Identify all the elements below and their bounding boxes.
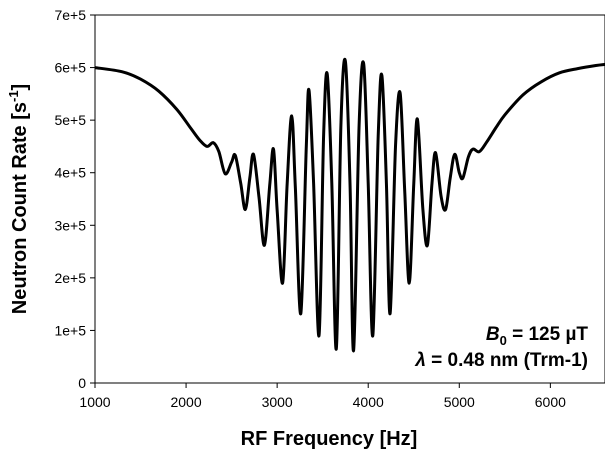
y-tick-label: 0 [78, 375, 86, 391]
annotation-wavelength-symbol: λ [414, 350, 426, 371]
y-tick-label: 2e+5 [54, 270, 86, 286]
annotation-field-value: = 125 µT [507, 324, 589, 345]
y-tick-label: 6e+5 [54, 60, 86, 76]
x-axis-title: RF Frequency [Hz] [241, 428, 418, 450]
x-tick-label: 5000 [444, 394, 475, 410]
x-tick-label: 1000 [79, 394, 110, 410]
y-tick-label: 1e+5 [54, 322, 86, 338]
x-tick-label: 3000 [262, 394, 293, 410]
annotation-field: B0 = 125 µT [486, 324, 589, 348]
y-tick-label: 4e+5 [54, 165, 86, 181]
x-tick-label: 4000 [353, 394, 384, 410]
series-line [94, 57, 605, 352]
y-axis-title-close: ] [9, 84, 31, 91]
x-tick-label: 2000 [170, 394, 201, 410]
annotation-field-symbol: B [486, 324, 500, 345]
y-tick-label: 7e+5 [54, 7, 86, 23]
annotation-wavelength: λ = 0.48 nm (Trm-1) [414, 350, 588, 371]
annotation-field-subscript: 0 [500, 333, 507, 348]
y-tick-label: 5e+5 [54, 112, 86, 128]
y-tick-label: 3e+5 [54, 217, 86, 233]
x-axis-ticks: 1000 2000 3000 4000 5000 6000 [79, 383, 566, 410]
y-axis-title: Neutron Count Rate [s-1] [6, 84, 31, 314]
y-axis-title-main: Neutron Count Rate [s [9, 102, 31, 314]
y-axis-title-superscript: -1 [6, 90, 21, 102]
x-tick-label: 6000 [535, 394, 566, 410]
annotation-wavelength-value: = 0.48 nm (Trm-1) [426, 350, 588, 371]
y-axis-ticks: 0 1e+5 2e+5 3e+5 4e+5 5e+5 6e+5 7e+5 [54, 7, 95, 391]
plot-frame [94, 14, 605, 384]
